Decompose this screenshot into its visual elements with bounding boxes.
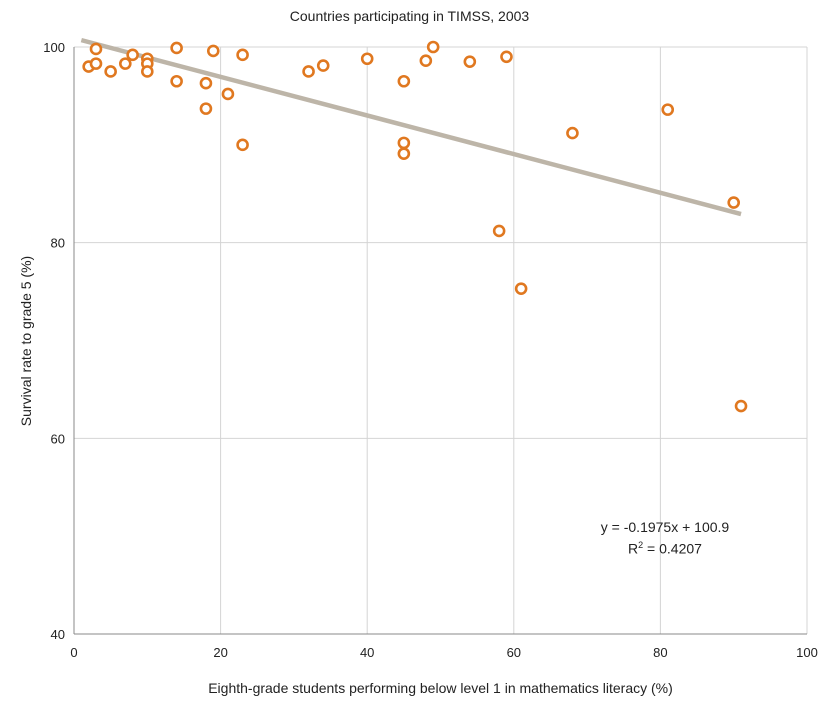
r2-symbol: R [628, 541, 638, 557]
data-point [663, 105, 673, 115]
data-point [729, 198, 739, 208]
data-point [201, 78, 211, 88]
data-point [223, 89, 233, 99]
x-tick-label: 60 [507, 645, 521, 660]
data-point [128, 50, 138, 60]
x-axis-label: Eighth-grade students performing below l… [74, 680, 807, 696]
data-point [399, 138, 409, 148]
y-tick-label: 40 [51, 627, 65, 642]
data-point [106, 66, 116, 76]
data-point [399, 149, 409, 159]
x-tick-label: 20 [213, 645, 227, 660]
data-point [516, 284, 526, 294]
data-point [201, 104, 211, 114]
data-point [142, 66, 152, 76]
chart-title: Countries participating in TIMSS, 2003 [0, 8, 819, 24]
data-point [238, 50, 248, 60]
y-tick-label: 80 [51, 236, 65, 251]
y-tick-label: 60 [51, 431, 65, 446]
r2-value: = 0.4207 [643, 541, 702, 557]
y-axis-label: Survival rate to grade 5 (%) [18, 191, 34, 491]
data-point [465, 57, 475, 67]
data-point [208, 46, 218, 56]
x-tick-label: 40 [360, 645, 374, 660]
data-point [399, 76, 409, 86]
data-point [494, 226, 504, 236]
data-point [172, 76, 182, 86]
data-point [238, 140, 248, 150]
data-point [120, 59, 130, 69]
x-tick-label: 80 [653, 645, 667, 660]
data-point [172, 43, 182, 53]
data-point [421, 56, 431, 66]
data-point [736, 401, 746, 411]
trendline [81, 40, 741, 214]
data-point [304, 66, 314, 76]
trendline-r-squared: R2 = 0.4207 [560, 536, 770, 558]
data-point [91, 44, 101, 54]
data-point [362, 54, 372, 64]
y-tick-label: 100 [43, 40, 65, 55]
x-tick-label: 100 [796, 645, 818, 660]
trendline-equation: y = -0.1975x + 100.9 [560, 518, 770, 536]
data-point [91, 59, 101, 69]
x-tick-label: 0 [70, 645, 77, 660]
data-point [318, 61, 328, 71]
data-point [567, 128, 577, 138]
trendline-path [81, 40, 741, 214]
data-point [501, 52, 511, 62]
data-points [84, 42, 746, 411]
data-point [428, 42, 438, 52]
